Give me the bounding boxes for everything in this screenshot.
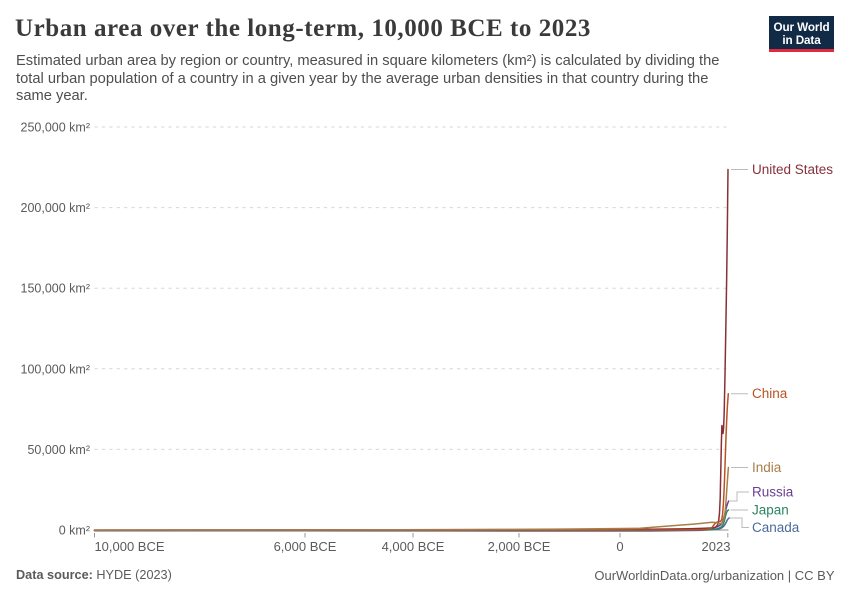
svg-text:10,000 BCE: 10,000 BCE: [94, 539, 164, 554]
svg-text:Canada: Canada: [752, 520, 800, 535]
svg-text:6,000 BCE: 6,000 BCE: [274, 539, 337, 554]
svg-text:100,000 km²: 100,000 km²: [21, 362, 90, 376]
svg-text:50,000 km²: 50,000 km²: [27, 443, 90, 457]
svg-text:India: India: [752, 460, 782, 475]
svg-text:Japan: Japan: [752, 503, 789, 518]
svg-text:Russia: Russia: [752, 485, 794, 500]
svg-text:2,000 BCE: 2,000 BCE: [488, 539, 551, 554]
svg-text:250,000 km²: 250,000 km²: [21, 121, 90, 135]
svg-text:0: 0: [616, 539, 623, 554]
svg-text:200,000 km²: 200,000 km²: [21, 201, 90, 215]
svg-text:150,000 km²: 150,000 km²: [21, 282, 90, 296]
svg-text:China: China: [752, 386, 788, 401]
svg-text:0 km²: 0 km²: [59, 524, 90, 538]
svg-text:4,000 BCE: 4,000 BCE: [382, 539, 445, 554]
svg-text:United States: United States: [752, 162, 833, 177]
svg-text:2023: 2023: [702, 539, 731, 554]
